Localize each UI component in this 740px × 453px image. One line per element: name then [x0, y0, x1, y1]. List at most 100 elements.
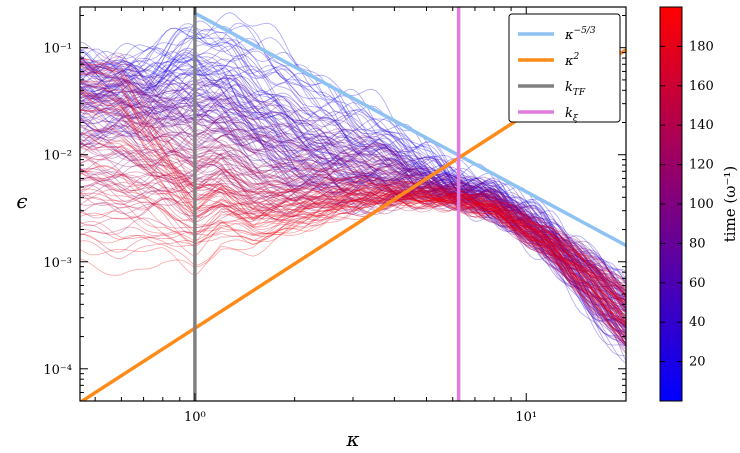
spectrum-curve: [80, 123, 626, 303]
spectrum-curve: [80, 83, 626, 329]
spectrum-curve: [80, 37, 626, 297]
spectrum-curve: [80, 131, 626, 333]
spectrum-curve: [80, 66, 626, 298]
spectrum-curve: [80, 83, 626, 298]
spectrum-curve: [80, 61, 626, 308]
spectrum-curve: [80, 180, 626, 326]
spectrum-curve: [80, 86, 626, 320]
spectrum-curve: [80, 93, 626, 303]
y-axis-label: ϵ: [16, 189, 27, 213]
spectrum-curve: [80, 68, 626, 296]
spectrum-curve: [80, 190, 626, 324]
spectrum-curve: [80, 99, 626, 295]
spectrum-curve: [80, 77, 626, 308]
spectrum-curve: [80, 143, 626, 344]
spectrum-curve: [80, 142, 626, 319]
spectrum-curve: [80, 169, 626, 317]
spectrum-curve: [80, 74, 626, 301]
x-axis-label: κ: [345, 427, 359, 451]
spectrum-curve: [80, 77, 626, 313]
x-tick-label: 10¹: [515, 410, 537, 425]
spectrum-curve: [80, 37, 626, 296]
spectrum-curve: [80, 155, 626, 326]
y-tick-label: 10⁻⁴: [43, 363, 72, 378]
spectrum-curve: [80, 164, 626, 324]
colorbar-tick-label: 80: [689, 236, 706, 251]
y-tick-label: 10⁻¹: [43, 42, 72, 57]
spectrum-curve: [80, 116, 626, 302]
spectrum-curve: [80, 64, 626, 296]
spectrum-curve: [80, 97, 626, 357]
spectrum-curve: [80, 189, 626, 323]
spectrum-curve: [80, 94, 626, 310]
spectrum-curve: [80, 64, 626, 329]
spectrum-curve: [80, 87, 626, 292]
spectrum-curve: [80, 199, 626, 326]
spectrum-curve: [80, 188, 626, 323]
spectrum-curve: [80, 127, 626, 325]
colorbar-tick-label: 120: [689, 158, 714, 173]
spectrum-curve: [80, 102, 626, 305]
spectrum-curve: [80, 72, 626, 295]
spectrum-curve: [80, 103, 626, 309]
spectrum-curve: [80, 97, 626, 318]
spectrum-curve: [80, 20, 626, 312]
spectrum-curve: [80, 95, 626, 309]
spectrum-curve: [80, 59, 626, 284]
spectrum-curve: [80, 164, 626, 345]
spectrum-curve: [80, 63, 626, 300]
spectrum-curve: [80, 60, 626, 291]
spectrum-curve: [80, 66, 626, 333]
spectrum-curve: [80, 53, 626, 328]
spectrum-curve: [80, 179, 626, 325]
colorbar-tick-label: 40: [689, 315, 706, 330]
spectrum-curve: [80, 186, 626, 355]
spectrum-curve: [80, 109, 626, 318]
spectrum-curve: [80, 108, 626, 305]
spectrum-curve: [80, 87, 626, 301]
spectrum-curve: [80, 49, 626, 331]
spectrum-curve: [80, 196, 626, 341]
spectrum-curve: [80, 142, 626, 309]
spectrum-curve: [80, 115, 626, 311]
spectrum-curve: [80, 134, 626, 323]
colorbar-tick-label: 140: [689, 118, 714, 133]
spectrum-curve: [80, 132, 626, 344]
spectrum-curve: [80, 191, 626, 327]
spectrum-curve: [80, 80, 626, 337]
spectrum-curve: [80, 80, 626, 299]
spectrum-curve: [80, 165, 626, 318]
spectrum-curve: [80, 133, 626, 322]
spectrum-curve: [80, 82, 626, 294]
spectra-curves: [80, 12, 626, 364]
colorbar-tick-label: 60: [689, 276, 706, 291]
spectrum-curve: [80, 197, 626, 337]
spectrum-curve: [80, 27, 626, 275]
spectrum-curve: [80, 82, 626, 325]
spectrum-curve: [80, 54, 626, 302]
spectrum-curve: [80, 149, 626, 313]
axes: 10⁰ 10¹ 10⁻¹ 10⁻² 10⁻³ 10⁻⁴: [43, 7, 627, 425]
spectrum-curve: [80, 66, 626, 279]
spectrum-curve: [80, 174, 626, 332]
spectrum-curve: [80, 163, 626, 345]
spectrum-curve: [80, 25, 626, 305]
spectrum-curve: [80, 196, 626, 346]
spectrum-curve: [80, 156, 626, 326]
spectrum-curve: [80, 177, 626, 347]
spectrum-curve: [80, 197, 626, 334]
spectrum-curve: [80, 52, 626, 285]
spectrum-curve: [80, 110, 626, 329]
spectrum-curve: [80, 60, 626, 287]
spectrum-curve: [80, 102, 626, 338]
spectrum-curve: [80, 90, 626, 291]
spectrum-curve: [80, 58, 626, 301]
spectrum-curve: [80, 79, 626, 291]
spectrum-curve: [80, 94, 626, 362]
spectrum-curve: [80, 117, 626, 335]
spectrum-curve: [80, 67, 626, 314]
spectrum-curve: [80, 108, 626, 304]
spectrum-curve: [80, 47, 626, 301]
spectrum-curve: [80, 45, 626, 312]
